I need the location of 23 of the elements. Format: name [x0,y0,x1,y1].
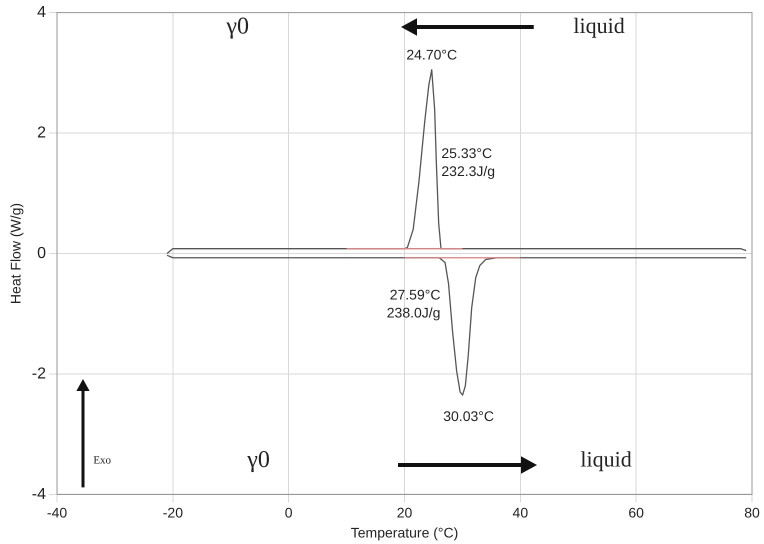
y-tick-label: 2 [37,124,46,142]
annotation: 24.70°C [406,46,458,63]
annotation: liquid [580,446,632,472]
x-tick-label: -20 [162,504,184,521]
annotation: Exo [93,454,112,467]
x-tick-label: 60 [628,504,644,521]
x-tick-label: 20 [396,504,413,521]
x-tick-label: 0 [284,504,293,521]
y-tick-label: 0 [37,244,46,262]
annotation: liquid [573,12,625,38]
y-tick-label: -4 [32,486,46,503]
x-tick-label: 80 [744,504,760,521]
y-axis-title: Heat Flow (W/g) [7,202,24,304]
annotation: γ0 [246,446,270,473]
annotation: 25.33°C 232.3J/g [441,145,496,180]
annotation: 27.59°C 238.0J/g [386,286,440,321]
annotation: 30.03°C [443,408,494,424]
x-axis-title: Temperature (°C) [350,524,458,540]
annotation: γ0 [225,13,250,40]
x-tick-label: 40 [512,504,528,521]
x-tick-label: -40 [46,504,68,521]
y-tick-label: 4 [37,4,46,22]
y-tick-label: -2 [32,365,46,382]
